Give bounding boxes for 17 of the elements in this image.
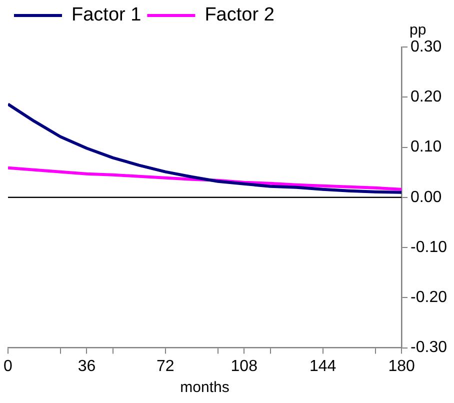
y-tick-label: -0.20 bbox=[410, 289, 448, 306]
x-tick-label: 108 bbox=[230, 358, 258, 375]
x-tick-label: 144 bbox=[309, 358, 336, 375]
legend-label: Factor 1 bbox=[72, 4, 142, 26]
y-tick-label: -0.10 bbox=[410, 238, 448, 256]
y-axis-title: pp bbox=[410, 22, 426, 39]
x-tick-label: 36 bbox=[78, 358, 96, 375]
y-tick-label: 0.10 bbox=[410, 138, 442, 156]
x-tick-label: 0 bbox=[4, 358, 13, 375]
y-tick-label: 0.30 bbox=[410, 38, 442, 56]
x-axis-title: months bbox=[180, 379, 230, 396]
y-tick-label: 0.00 bbox=[410, 188, 442, 206]
y-tick-label: 0.20 bbox=[410, 88, 442, 106]
x-tick-label: 180 bbox=[388, 358, 415, 375]
y-tick-label: -0.30 bbox=[410, 339, 448, 356]
legend-label: Factor 2 bbox=[204, 4, 274, 26]
x-tick-label: 72 bbox=[156, 358, 174, 375]
